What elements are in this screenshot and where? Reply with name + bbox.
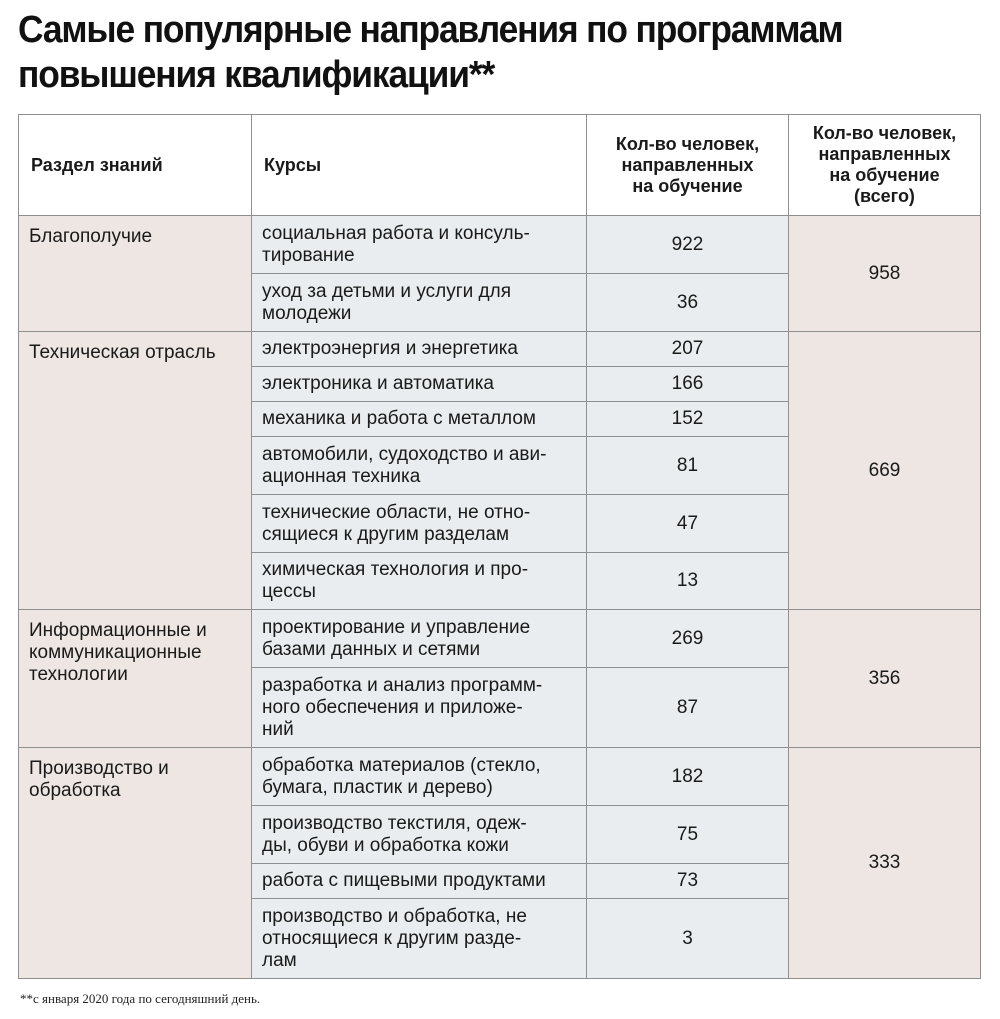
header-total-line: на обучение [829, 165, 940, 185]
section-line: Благополучие [29, 226, 153, 247]
page-title: Самые популярные направления по программ… [18, 8, 920, 98]
course-line: лам [262, 949, 297, 971]
header-total-line: направленных [818, 144, 951, 164]
course-line: работа с пищевыми продуктами [262, 870, 546, 891]
course-line: молодежи [262, 302, 352, 324]
course-cell: автомобили, судоходство и ави- ационная … [251, 436, 587, 495]
table-row: разработка и анализ программ- ного обесп… [19, 667, 981, 748]
count-cell: 182 [586, 747, 789, 806]
course-line: тирование [262, 244, 355, 266]
course-cell: работа с пищевыми продуктами [251, 863, 587, 899]
section-line: Информационные и [29, 620, 207, 641]
course-line: социальная работа и консуль- [262, 222, 530, 244]
section-cell: Благополучие [18, 215, 252, 332]
table-row: Информационные и коммуникационные технол… [18, 609, 981, 748]
course-line: ды, обуви и обработка кожи [262, 834, 509, 856]
table-row: Техническая отрасль электроэнергия и эне… [18, 331, 981, 610]
header-row: Раздел знаний Курсы Кол-во человек, напр… [18, 114, 981, 216]
course-line: ний [262, 718, 294, 740]
course-cell: социальная работа и консуль- тирование [251, 215, 587, 274]
header-section: Раздел знаний [18, 114, 252, 216]
title-line-2: повышения квалификации** [18, 54, 495, 96]
course-line: технические области, не отно- [262, 501, 531, 523]
table-row: производство текстиля, одеж- ды, обуви и… [19, 805, 981, 864]
course-line: проектирование и управление [262, 616, 531, 638]
course-cell: разработка и анализ программ- ного обесп… [251, 667, 587, 748]
section-line: технологии [29, 664, 128, 685]
course-line: уход за детьми и услуги для [262, 280, 511, 302]
section-line: коммуникационные [29, 642, 202, 663]
table-row: работа с пищевыми продуктами 73 [19, 863, 981, 899]
section-line: Производство и [29, 758, 169, 779]
course-cell: производство текстиля, одеж- ды, обуви и… [251, 805, 587, 864]
course-line: базами данных и сетями [262, 638, 481, 660]
header-count: Кол-во человек, направленных на обучение [586, 114, 789, 216]
count-cell: 36 [586, 273, 789, 332]
total-cell: 333 [788, 747, 981, 979]
count-cell: 87 [586, 667, 789, 748]
course-line: бумага, пластик и дерево) [262, 776, 493, 798]
qualification-table: Раздел знаний Курсы Кол-во человек, напр… [18, 114, 981, 979]
course-line: цессы [262, 581, 316, 602]
course-cell: производство и обработка, не относящиеся… [251, 898, 587, 979]
course-cell: уход за детьми и услуги для молодежи [251, 273, 587, 332]
table-row: производство и обработка, не относящиеся… [19, 898, 981, 979]
course-line: разработка и анализ программ- [262, 674, 543, 696]
count-cell: 3 [586, 898, 789, 979]
course-line: химическая технология и про- [262, 559, 529, 580]
course-line: ного обеспечения и приложе- [262, 696, 523, 718]
table-row: уход за детьми и услуги для молодежи 36 [19, 273, 981, 332]
course-line: производство текстиля, одеж- [262, 812, 527, 834]
table-row: автомобили, судоходство и ави- ационная … [19, 436, 981, 495]
header-total-line: Кол-во человек, [812, 123, 957, 143]
section-cell: Техническая отрасль [18, 331, 252, 610]
count-cell: 207 [586, 331, 789, 367]
course-cell: электроэнергия и энергетика [251, 331, 587, 367]
course-cell: технические области, не отно- сящиеся к … [251, 494, 587, 553]
count-cell: 47 [586, 494, 789, 553]
header-course: Курсы [251, 114, 587, 216]
section-cell: Информационные и коммуникационные технол… [18, 609, 252, 748]
footnote: **с января 2020 года по сегодняшний день… [20, 991, 261, 1006]
course-cell: обработка материалов (стекло, бумага, пл… [251, 747, 587, 806]
course-line: ационная техника [262, 465, 421, 487]
course-line: относящиеся к другим разде- [262, 927, 522, 949]
count-cell: 152 [586, 401, 789, 437]
count-cell: 922 [586, 215, 789, 274]
table-row: химическая технология и про- цессы 13 [19, 552, 981, 610]
course-line: сящиеся к другим разделам [262, 523, 510, 545]
course-line: производство и обработка, не [262, 905, 527, 927]
total-cell: 669 [788, 331, 981, 610]
course-line: механика и работа с металлом [262, 408, 536, 429]
header-total: Кол-во человек, направленных на обучение… [788, 114, 981, 216]
course-line: электроэнергия и энергетика [262, 338, 518, 359]
count-cell: 75 [586, 805, 789, 864]
header-total-line: (всего) [854, 186, 915, 206]
course-cell: электроника и автоматика [251, 366, 587, 402]
course-line: автомобили, судоходство и ави- [262, 443, 547, 465]
count-cell: 81 [586, 436, 789, 495]
header-count-line: Кол-во человек, [615, 133, 760, 154]
header-count-line: направленных [621, 154, 754, 175]
count-cell: 269 [586, 609, 789, 668]
course-cell: проектирование и управление базами данны… [251, 609, 587, 668]
course-line: электроника и автоматика [262, 373, 494, 394]
section-cell: Производство и обработка [18, 747, 252, 979]
course-cell: механика и работа с металлом [251, 401, 587, 437]
count-cell: 13 [586, 552, 789, 610]
header-count-line: на обучение [632, 175, 743, 196]
table-row: технические области, не отно- сящиеся к … [19, 494, 981, 553]
total-cell: 356 [788, 609, 981, 748]
count-cell: 166 [586, 366, 789, 402]
table-row: Благополучие социальная работа и консуль… [18, 215, 981, 332]
count-cell: 73 [586, 863, 789, 899]
table-row: Производство и обработка обработка матер… [18, 747, 981, 979]
course-cell: химическая технология и про- цессы [251, 552, 587, 610]
section-line: обработка [29, 780, 121, 801]
section-line: Техническая отрасль [29, 342, 216, 363]
course-line: обработка материалов (стекло, [262, 754, 541, 776]
total-cell: 958 [788, 215, 981, 332]
table-row: электроника и автоматика 166 [19, 366, 981, 402]
title-line-1: Самые популярные направления по программ… [18, 9, 844, 51]
